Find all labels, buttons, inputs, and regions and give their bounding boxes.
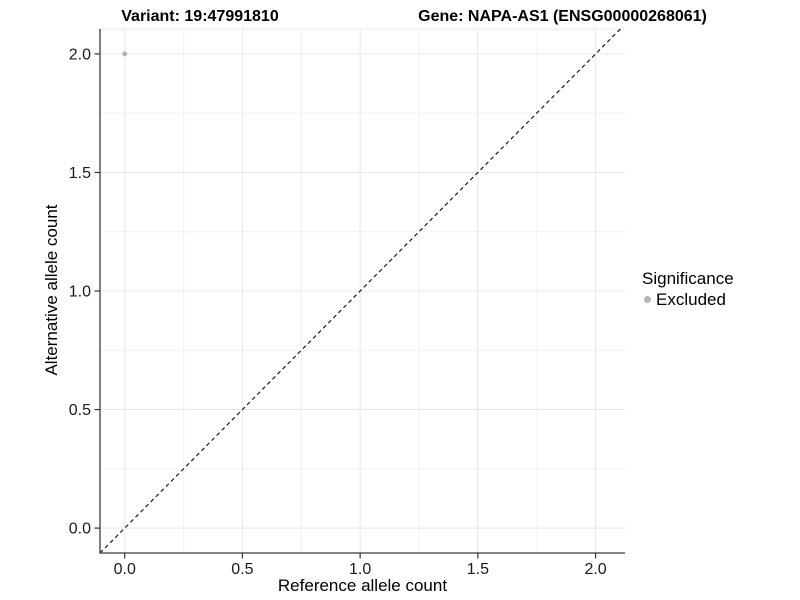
x-tick-label: 0.5	[231, 561, 253, 578]
y-tick-label: 0.5	[69, 402, 91, 419]
identity-line	[99, 28, 621, 554]
legend-item-label: Excluded	[656, 289, 726, 309]
y-tick-label: 2.0	[69, 46, 91, 63]
x-tick-label: 1.0	[349, 561, 371, 578]
y-axis-title: Alternative allele count	[42, 204, 61, 376]
y-tick-label: 0.0	[69, 521, 91, 538]
x-tick-label: 2.0	[584, 561, 606, 578]
legend: Significance Excluded	[640, 268, 734, 310]
y-tick-label: 1.5	[69, 165, 91, 182]
y-tick-label: 1.0	[69, 284, 91, 301]
legend-point-icon	[644, 296, 651, 303]
legend-title: Significance	[642, 269, 734, 288]
x-tick-label: 1.5	[467, 561, 489, 578]
legend-item-excluded: Excluded	[640, 289, 734, 310]
x-tick-label: 0.0	[114, 561, 136, 578]
data-point	[122, 51, 128, 57]
plot-title-variant: Variant: 19:47991810	[121, 8, 279, 25]
x-axis-title: Reference allele count	[277, 576, 448, 595]
plot-title-gene: Gene: NAPA-AS1 (ENSG00000268061)	[418, 8, 707, 25]
